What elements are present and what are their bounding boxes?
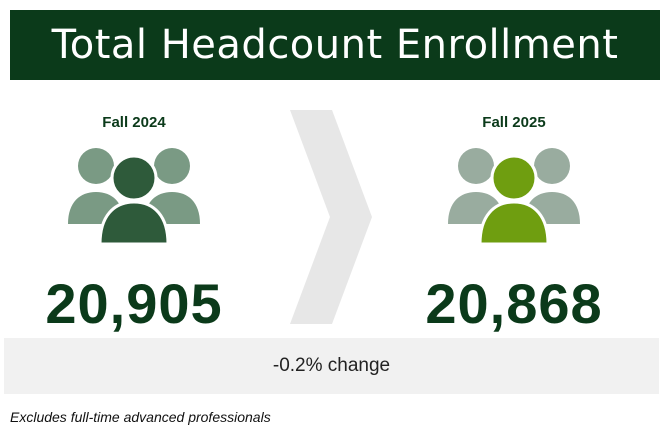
page-title: Total Headcount Enrollment <box>51 22 619 68</box>
people-group-icon <box>68 148 200 246</box>
right-period-label: Fall 2025 <box>482 114 546 131</box>
left-period-label: Fall 2024 <box>102 114 166 131</box>
change-text: -0.2% change <box>272 355 391 376</box>
chevron-right-icon <box>290 110 372 324</box>
people-group-icon <box>448 148 580 246</box>
right-headcount: 20,868 <box>425 272 603 335</box>
footnote: Excludes full-time advanced professional… <box>10 409 271 425</box>
title-banner: Total Headcount Enrollment <box>10 10 660 80</box>
change-bar: -0.2% change <box>4 338 659 394</box>
left-headcount: 20,905 <box>45 272 223 335</box>
